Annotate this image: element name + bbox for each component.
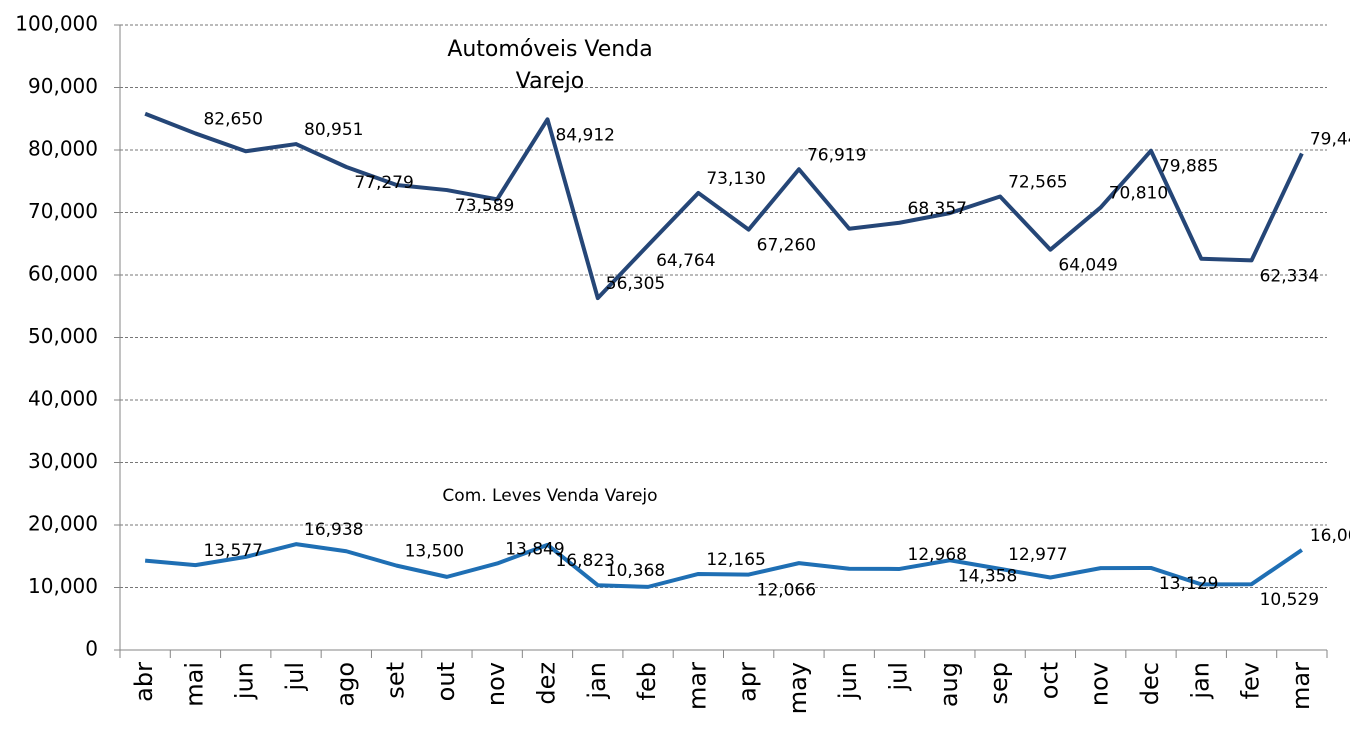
data-label: 13,500: [405, 542, 464, 562]
data-label: 73,589: [455, 196, 514, 216]
data-label: 79,885: [1159, 157, 1218, 177]
x-tick-label: may: [784, 662, 812, 714]
series-label: Com. Leves Venda Varejo: [442, 486, 658, 506]
y-tick-label: 50,000: [28, 324, 98, 348]
data-label: 14,358: [958, 566, 1017, 586]
data-label: 12,968: [908, 545, 967, 565]
x-tick-label: mai: [180, 662, 208, 707]
x-tick-label: mar: [683, 662, 711, 710]
x-tick-label: ago: [331, 662, 359, 707]
data-label: 84,912: [555, 125, 614, 145]
series-label: Automóveis Venda Varejo: [447, 37, 653, 94]
y-tick-label: 90,000: [28, 74, 98, 98]
data-label: 62,334: [1260, 266, 1319, 286]
x-tick-label: out: [432, 662, 460, 701]
y-tick-label: 60,000: [28, 262, 98, 286]
data-label: 56,305: [606, 274, 665, 294]
y-tick-label: 80,000: [28, 137, 98, 161]
y-tick-label: 70,000: [28, 199, 98, 223]
x-tick-label: apr: [734, 662, 762, 702]
x-tick-label: abr: [130, 662, 158, 702]
data-label: 10,529: [1260, 590, 1319, 610]
data-label: 67,260: [757, 236, 816, 256]
data-label: 70,810: [1109, 183, 1168, 203]
x-tick-label: nov: [482, 662, 510, 706]
data-label: 68,357: [908, 199, 967, 219]
data-label: 10,368: [606, 561, 665, 581]
x-tick-label: nov: [1086, 662, 1114, 706]
data-label: 12,165: [706, 550, 765, 570]
x-tick-label: dez: [532, 662, 560, 705]
x-tick-label: feb: [633, 662, 661, 700]
data-label: 16,823: [555, 551, 614, 571]
x-tick-label: aug: [935, 662, 963, 707]
x-tick-label: jul: [281, 662, 309, 692]
x-tick-label: oct: [1035, 662, 1063, 699]
x-tick-label: jul: [885, 662, 913, 692]
data-label: 12,977: [1008, 545, 1067, 565]
data-label: 80,951: [304, 120, 363, 140]
data-label: 72,565: [1008, 172, 1067, 192]
y-tick-label: 30,000: [28, 449, 98, 473]
data-label: 16,938: [304, 520, 363, 540]
x-tick-label: jun: [231, 662, 259, 700]
data-label: 64,049: [1058, 256, 1117, 276]
x-tick-label: set: [382, 662, 410, 699]
y-tick-label: 20,000: [28, 512, 98, 536]
y-tick-label: 0: [85, 637, 98, 661]
data-label: 64,764: [656, 251, 715, 271]
data-label: 79,446: [1310, 129, 1350, 149]
x-tick-label: jan: [583, 662, 611, 700]
y-tick-label: 40,000: [28, 387, 98, 411]
y-tick-label: 10,000: [28, 574, 98, 598]
x-tick-label: jun: [834, 662, 862, 700]
data-label: 13,849: [505, 539, 564, 559]
data-label: 73,130: [706, 169, 765, 189]
data-label: 13,129: [1159, 574, 1218, 594]
data-label: 13,577: [203, 541, 262, 561]
series-line: [144, 111, 1304, 301]
series-line: [144, 542, 1303, 589]
data-label: 76,919: [807, 145, 866, 165]
data-label: 77,279: [354, 173, 413, 193]
x-tick-label: fev: [1237, 662, 1265, 699]
data-label: 82,650: [203, 109, 262, 129]
x-tick-label: jan: [1186, 662, 1214, 700]
x-tick-label: sep: [985, 662, 1013, 705]
data-label: 12,066: [757, 581, 816, 601]
x-tick-label: mar: [1287, 662, 1315, 710]
data-label: 16,002: [1310, 526, 1350, 546]
y-tick-label: 100,000: [15, 12, 98, 36]
x-tick-label: dec: [1136, 662, 1164, 705]
